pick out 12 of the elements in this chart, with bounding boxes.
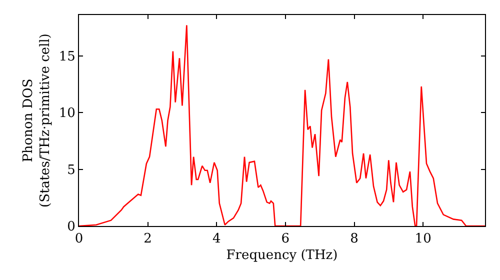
x-axis-title: Frequency (THz) — [226, 248, 338, 264]
y-tick-label: 10 — [58, 106, 76, 122]
x-tick-label: 6 — [281, 232, 290, 247]
y-tick-label: 5 — [67, 162, 76, 178]
y-axis-title: Phonon DOS (States/THz·primitive cell) — [20, 33, 53, 208]
x-tick-label: 8 — [350, 232, 358, 247]
y-tick-label: 0 — [67, 220, 76, 235]
x-tick-label: 10 — [414, 232, 432, 247]
x-tick-label: 4 — [212, 232, 221, 247]
x-tick-label: 2 — [144, 232, 152, 247]
line-series — [79, 24, 485, 226]
y-tick-label: 15 — [58, 49, 76, 64]
